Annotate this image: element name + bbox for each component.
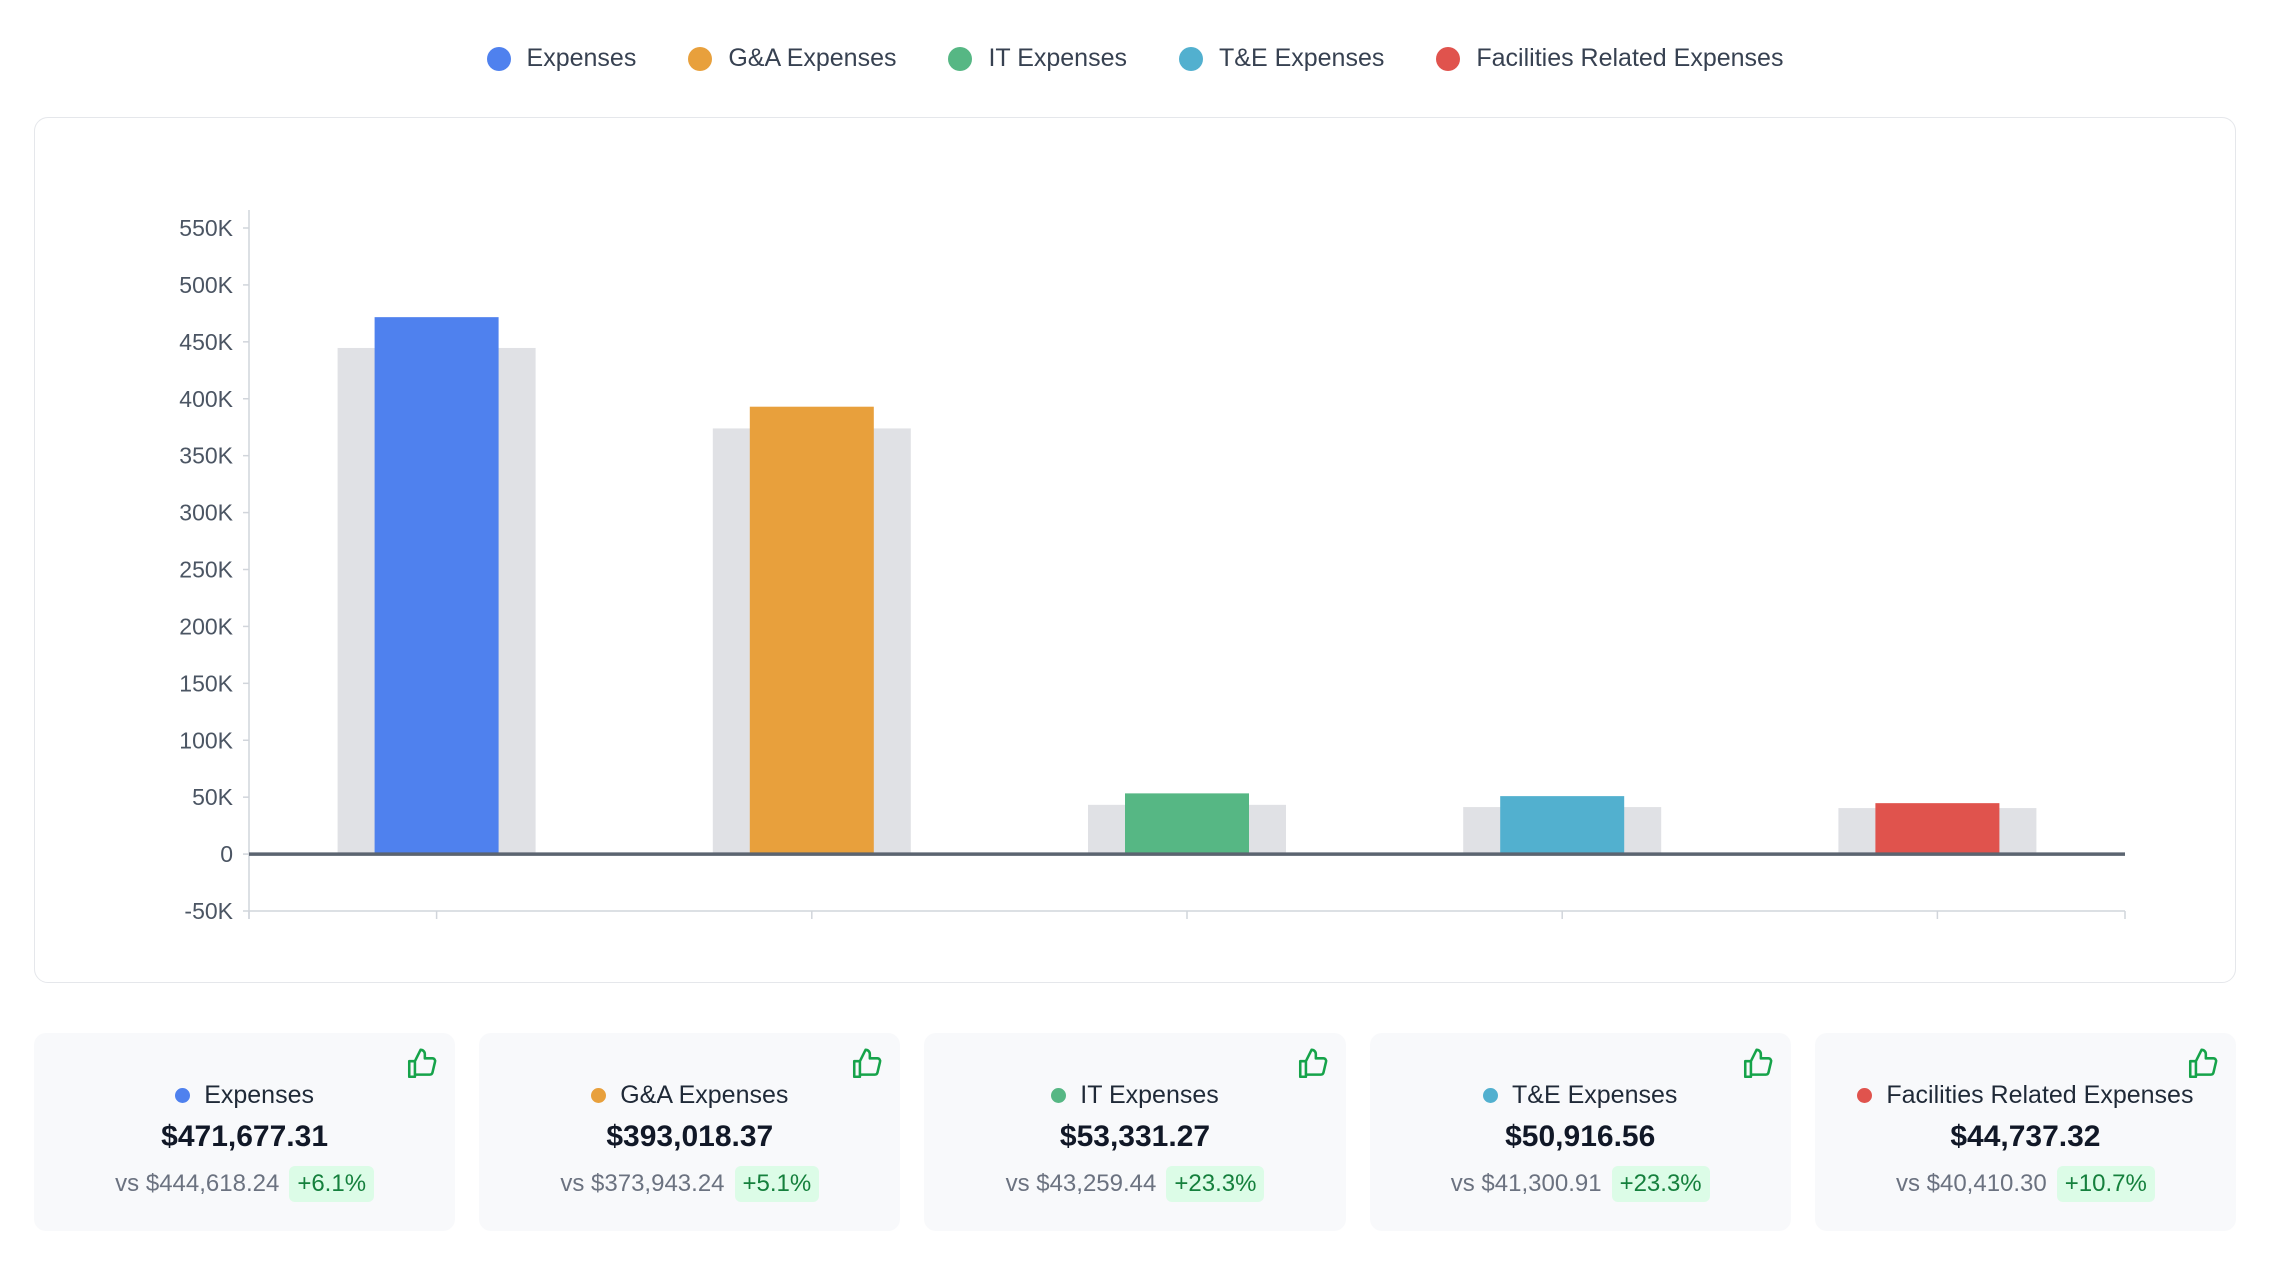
change-badge: +5.1% [734, 1166, 820, 1202]
card-compare: vs $444,618.24 +6.1% [115, 1166, 375, 1202]
value-bar [1125, 793, 1249, 855]
card-label: G&A Expenses [620, 1081, 789, 1109]
card-label: Facilities Related Expenses [1886, 1081, 2194, 1109]
y-tick-label: 550K [179, 215, 233, 241]
summary-card-expenses[interactable]: Expenses $471,677.31 vs $444,618.24 +6.1… [34, 1033, 456, 1231]
card-value: $471,677.31 [161, 1120, 329, 1153]
card-compare: vs $40,410.30 +10.7% [1896, 1166, 2155, 1202]
y-tick-label: 150K [179, 670, 233, 696]
card-label: Expenses [204, 1081, 314, 1109]
change-badge: +10.7% [2056, 1166, 2155, 1202]
value-bar [1500, 796, 1625, 855]
legend-dot [1179, 46, 1203, 71]
compare-value: vs $41,300.91 [1450, 1170, 1602, 1197]
y-tick-label: 50K [192, 784, 234, 810]
bar-chart: 550K 500K 450K 400K 350K 300K 250K 200K 150K 100K… [179, 210, 2126, 924]
legend-label: Facilities Related Expenses [1476, 44, 1784, 72]
legend-item-expenses[interactable]: Expenses [486, 44, 637, 73]
card-value: $393,018.37 [606, 1120, 774, 1153]
y-tick-label: 100K [179, 727, 233, 753]
y-tick-label: 0 [220, 841, 233, 867]
compare-value: vs $40,410.30 [1895, 1170, 2047, 1197]
legend-label: IT Expenses [988, 44, 1127, 72]
y-tick-label: 450K [179, 329, 233, 355]
thumbs-up-icon [853, 1048, 882, 1079]
change-badge: +23.3% [1166, 1166, 1265, 1202]
compare-value: vs $444,618.24 [115, 1170, 280, 1197]
summary-card-facilities-expenses[interactable]: Facilities Related Expenses $44,737.32 v… [1814, 1033, 2237, 1231]
y-tick-label: 400K [179, 386, 233, 412]
card-compare: vs $373,943.24 +5.1% [560, 1166, 820, 1202]
card-label: IT Expenses [1080, 1081, 1219, 1109]
change-badge: +23.3% [1611, 1166, 1710, 1202]
card-value: $50,916.56 [1505, 1120, 1656, 1153]
series-dot [175, 1088, 191, 1103]
legend-label: Expenses [526, 44, 637, 72]
y-tick-label: 200K [179, 613, 233, 639]
change-badge: +6.1% [289, 1166, 375, 1202]
y-tick-label: 500K [179, 272, 233, 298]
thumbs-up-icon [1743, 1048, 1773, 1079]
card-value: $53,331.27 [1059, 1120, 1211, 1153]
value-bar [749, 406, 874, 855]
thumbs-up-icon [1298, 1048, 1327, 1079]
legend-dot [486, 46, 511, 71]
card-title: T&E Expenses [1483, 1081, 1677, 1110]
summary-cards: Expenses $471,677.31 vs $444,618.24 +6.1… [34, 1033, 2237, 1231]
card-compare: vs $43,259.44 +23.3% [1006, 1166, 1265, 1202]
summary-card-ga-expenses[interactable]: G&A Expenses $393,018.37 vs $373,943.24 … [479, 1033, 901, 1231]
value-bar [374, 317, 499, 855]
series-dot [1483, 1088, 1499, 1103]
card-value: $44,737.32 [1950, 1120, 2101, 1153]
compare-value: vs $43,259.44 [1005, 1170, 1157, 1197]
series-dot [1857, 1088, 1873, 1103]
summary-card-it-expenses[interactable]: IT Expenses $53,331.27 vs $43,259.44 +23… [924, 1033, 1346, 1231]
chart-legend: Expenses G&A Expenses IT Expenses T&E Ex… [0, 44, 2270, 73]
compare-value: vs $373,943.24 [560, 1170, 725, 1197]
legend-dot [948, 46, 973, 71]
card-title: G&A Expenses [591, 1081, 788, 1110]
card-title: IT Expenses [1051, 1081, 1219, 1110]
series-dot [591, 1088, 607, 1103]
legend-item-facilities-expenses[interactable]: Facilities Related Expenses [1436, 44, 1783, 73]
card-compare: vs $41,300.91 +23.3% [1451, 1166, 1710, 1202]
legend-label: T&E Expenses [1219, 44, 1385, 72]
y-tick-label: 350K [179, 443, 233, 469]
y-tick-label: -50K [184, 898, 233, 924]
value-bar [1875, 803, 2000, 855]
legend-dot [688, 46, 713, 71]
legend-item-ga-expenses[interactable]: G&A Expenses [688, 44, 896, 73]
legend-dot [1436, 46, 1461, 71]
card-title: Expenses [175, 1081, 314, 1110]
thumbs-up-icon [2188, 1048, 2218, 1079]
legend-label: G&A Expenses [728, 44, 897, 72]
card-title: Facilities Related Expenses [1857, 1081, 2193, 1110]
series-dot [1051, 1088, 1067, 1103]
y-tick-label: 300K [179, 500, 233, 526]
thumbs-up-icon [408, 1048, 437, 1079]
summary-card-te-expenses[interactable]: T&E Expenses $50,916.56 vs $41,300.91 +2… [1369, 1033, 1791, 1231]
card-label: T&E Expenses [1512, 1081, 1678, 1109]
y-tick-label: 250K [179, 557, 233, 583]
legend-item-it-expenses[interactable]: IT Expenses [948, 44, 1127, 73]
chart-card: 550K 500K 450K 400K 350K 300K 250K 200K 150K 100K… [34, 117, 2236, 983]
legend-item-te-expenses[interactable]: T&E Expenses [1179, 44, 1384, 73]
